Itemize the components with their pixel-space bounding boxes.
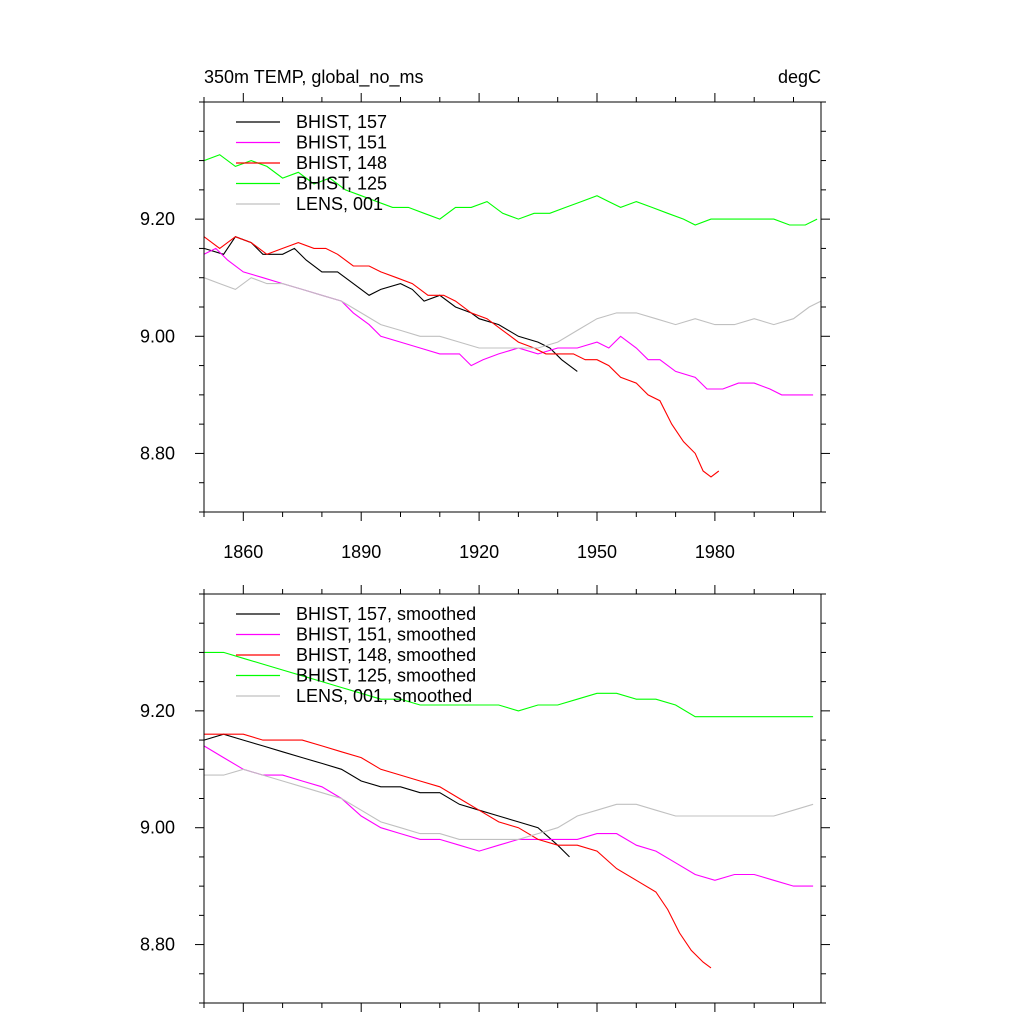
y-tick-label: 9.00 xyxy=(140,326,175,346)
series-line-0 xyxy=(203,236,578,372)
series-line-4 xyxy=(204,768,814,840)
x-tick-label: 1890 xyxy=(341,542,381,562)
series-line-2 xyxy=(203,236,720,478)
legend-label: BHIST, 125, smoothed xyxy=(296,666,476,686)
legend-label: LENS, 001 xyxy=(296,194,383,214)
legend-label: BHIST, 157, smoothed xyxy=(296,604,476,624)
top-panel: 1860 1890 1920 1950 1980 8.80 9.00 9.20 BHIST, 1… xyxy=(140,93,830,562)
series-line-4 xyxy=(203,277,822,349)
y-tick-label: 8.80 xyxy=(140,443,175,463)
legend-label: BHIST, 151, smoothed xyxy=(296,625,476,645)
units-label: degC xyxy=(778,67,821,87)
legend-label: LENS, 001, smoothed xyxy=(296,686,472,706)
y-tick-label: 9.20 xyxy=(140,701,175,721)
x-tick-label: 1980 xyxy=(695,542,735,562)
series-line-2 xyxy=(204,733,712,969)
series-line-1 xyxy=(203,247,814,396)
y-tick-label: 8.80 xyxy=(140,935,175,955)
x-tick-label: 1920 xyxy=(459,542,499,562)
series-line-3 xyxy=(203,154,818,226)
series-line-1 xyxy=(203,745,814,887)
legend-label: BHIST, 148 xyxy=(296,153,387,173)
x-tick-label: 1860 xyxy=(223,542,263,562)
series-line-3 xyxy=(204,651,814,718)
legend-label: BHIST, 151 xyxy=(296,133,387,153)
y-tick-label: 9.20 xyxy=(140,209,175,229)
legend-label: BHIST, 125 xyxy=(296,174,387,194)
legend-label: BHIST, 157 xyxy=(296,112,387,132)
series-line-0 xyxy=(203,733,570,858)
x-tick-label: 1950 xyxy=(577,542,617,562)
y-tick-label: 9.00 xyxy=(140,818,175,838)
plot-title: 350m TEMP, global_no_ms xyxy=(204,67,423,88)
legend-label: BHIST, 148, smoothed xyxy=(296,645,476,665)
